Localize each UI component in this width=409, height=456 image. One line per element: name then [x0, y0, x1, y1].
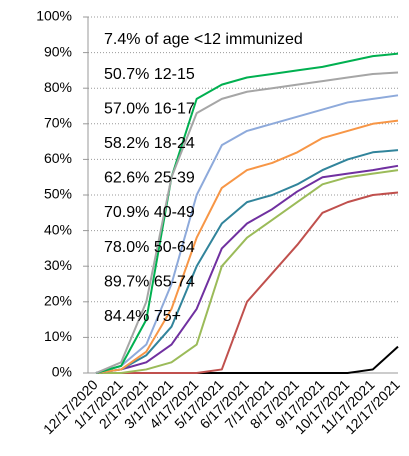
series-line: [95, 52, 399, 374]
series-line: [95, 149, 399, 374]
y-tick-label: 40%: [44, 221, 72, 237]
y-tick-label: 0%: [52, 364, 72, 380]
y-tick-label: 90%: [44, 43, 72, 59]
y-tick-label: 50%: [44, 186, 72, 202]
series-line: [96, 191, 399, 374]
y-tick-label: 30%: [44, 257, 72, 273]
y-tick-label: 10%: [44, 328, 72, 344]
legend-label: 62.6% 25-39: [104, 170, 195, 187]
series-line: [95, 119, 399, 374]
legend-label: 89.7% 65-74: [104, 273, 195, 290]
legend-label: 84.4% 75+: [104, 308, 181, 325]
series-line: [95, 164, 399, 374]
y-tick-label: 100%: [36, 8, 72, 24]
y-tick-label: 80%: [44, 79, 72, 95]
series-line: [96, 169, 399, 374]
y-tick-label: 60%: [44, 150, 72, 166]
legend-label: 50.7% 12-15: [104, 66, 195, 83]
series-line: [95, 94, 399, 374]
legend-label: 7.4% of age <12 immunized: [104, 31, 303, 48]
y-tick-label: 20%: [44, 293, 72, 309]
legend-label: 78.0% 50-64: [104, 239, 195, 256]
series-line: [95, 71, 399, 374]
series-line: [96, 345, 399, 374]
legend-label: 58.2% 18-24: [104, 135, 195, 152]
legend-label: 57.0% 16-17: [104, 100, 195, 117]
legend-label: 70.9% 40-49: [104, 204, 195, 221]
y-tick-label: 70%: [44, 115, 72, 131]
